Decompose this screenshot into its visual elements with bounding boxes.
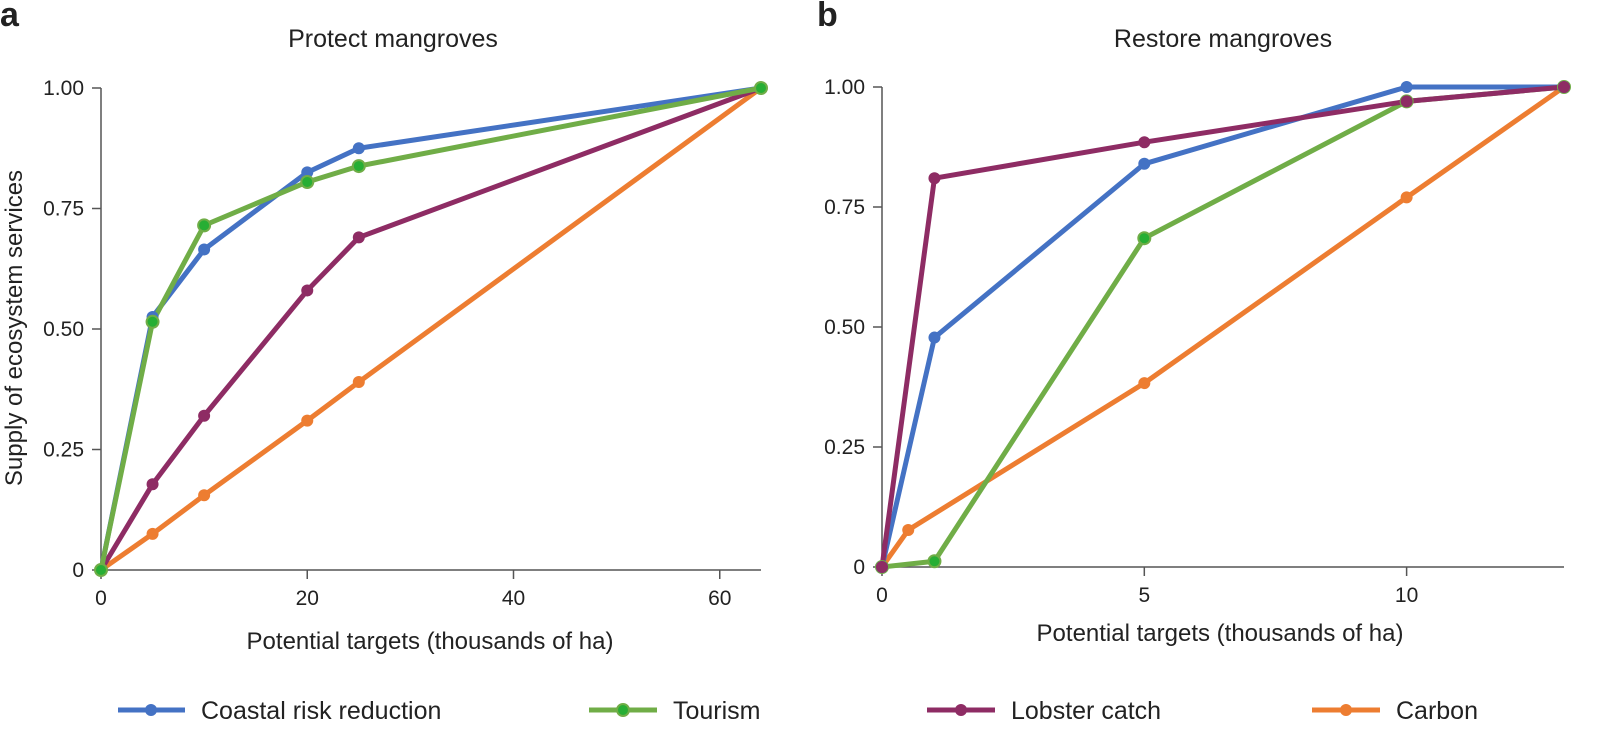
- panel-a-point-carbon: [146, 527, 159, 540]
- y-axis-label: Supply of ecosystem services: [1, 170, 28, 486]
- legend-item-tourism: Tourism: [589, 697, 761, 725]
- panel-a-point-lobster: [146, 478, 159, 491]
- legend-item-carbon: Carbon: [1312, 697, 1478, 725]
- panel-a-x-tick-label: 40: [502, 587, 525, 610]
- panel-a-y-tick-label: 0.50: [43, 318, 84, 341]
- panel-b-point-carbon: [1400, 191, 1413, 204]
- panel-a-y-tick-label: 0.75: [43, 198, 84, 221]
- legend-label-lobster: Lobster catch: [1011, 697, 1161, 725]
- panel-a-plot-area: 0 0.25 0.50 0.75 1.00 0 20 40 60: [43, 77, 768, 610]
- panel-a-point-coastal: [198, 243, 211, 256]
- panel-a-x-tick-label: 20: [296, 587, 319, 610]
- panel-a-y-tick-label: 1.00: [43, 77, 84, 100]
- panel-b-point-coastal: [928, 331, 941, 344]
- legend: Coastal risk reduction Tourism Lobster c…: [118, 697, 1478, 725]
- panel-b-x-tick-label: 0: [876, 584, 888, 607]
- panel-a-point-tourism: [94, 563, 108, 577]
- panel-a-point-lobster: [352, 231, 365, 244]
- panel-b-point-carbon: [902, 524, 915, 537]
- panel-b-point-lobster: [928, 172, 941, 185]
- panel-b-series-line-carbon: [879, 84, 1567, 570]
- panel-b-point-lobster: [1558, 81, 1570, 93]
- panel-a-point-coastal: [301, 166, 314, 179]
- panel-a-point-carbon: [352, 376, 365, 389]
- panel-b-y-tick-label: 1.00: [824, 76, 865, 99]
- panel-b-point-lobster: [876, 561, 888, 573]
- legend-marker-coastal: [145, 704, 157, 716]
- panel-b-point-lobster: [1138, 136, 1151, 149]
- panel-b-point-coastal: [1400, 81, 1413, 93]
- legend-item-lobster: Lobster catch: [927, 697, 1161, 725]
- panel-a-point-tourism: [351, 159, 366, 174]
- panel-b-y-tick-label: 0.50: [824, 316, 865, 339]
- panel-a-series-line-lobster: [98, 85, 764, 573]
- panel-a-y-tick-label: 0: [72, 559, 84, 582]
- panel-a-point-tourism: [300, 174, 315, 189]
- legend-marker-lobster: [955, 704, 967, 716]
- panel-a-point-coastal: [352, 142, 365, 155]
- legend-label-carbon: Carbon: [1396, 697, 1478, 725]
- panel-b-plot-area: 0 0.25 0.50 0.75 1.00 0 5 10: [824, 76, 1571, 607]
- panel-b-point-coastal: [1138, 157, 1151, 170]
- panel-a-x-tick-label: 60: [708, 587, 731, 610]
- panel-a-point-carbon: [301, 414, 314, 427]
- legend-label-coastal: Coastal risk reduction: [201, 697, 441, 725]
- panel-b-x-axis-label: Potential targets (thousands of ha): [1037, 620, 1404, 647]
- panel-a-x-tick-label: 0: [95, 587, 107, 610]
- panel-a-point-carbon: [198, 489, 211, 502]
- legend-marker-carbon: [1340, 704, 1352, 716]
- panel-a: a Protect mangroves Supply of ecosystem …: [0, 0, 768, 655]
- panel-a-x-axis-label: Potential targets (thousands of ha): [247, 628, 614, 655]
- panel-a-series-line-carbon: [98, 85, 764, 573]
- panel-b-point-carbon: [1138, 377, 1151, 390]
- panel-b-point-lobster: [1400, 95, 1413, 108]
- panel-a-point-tourism: [197, 218, 212, 233]
- panel-b-y-tick-label: 0: [853, 556, 865, 579]
- legend-item-coastal: Coastal risk reduction: [118, 697, 441, 725]
- panel-b-letter: b: [817, 0, 838, 34]
- panel-a-letter: a: [0, 0, 20, 34]
- panel-a-point-tourism: [754, 81, 768, 95]
- panel-b-point-tourism: [927, 554, 942, 569]
- panel-b: b Restore mangroves Potential targets (t…: [817, 0, 1571, 647]
- panel-a-point-lobster: [301, 284, 314, 297]
- panel-b-y-tick-label: 0.75: [824, 196, 865, 219]
- panel-b-x-tick-label: 5: [1138, 584, 1150, 607]
- panel-b-x-tick-label: 10: [1395, 584, 1418, 607]
- panel-b-point-tourism: [1137, 231, 1152, 246]
- legend-label-tourism: Tourism: [673, 697, 761, 725]
- panel-a-point-tourism: [145, 314, 160, 329]
- legend-marker-tourism: [616, 703, 630, 717]
- panel-a-y-tick-label: 0.25: [43, 439, 84, 462]
- panel-a-series-line-tourism: [98, 85, 764, 573]
- panel-b-title: Restore mangroves: [1114, 25, 1332, 53]
- panel-a-title: Protect mangroves: [288, 25, 498, 53]
- panel-a-point-lobster: [198, 409, 211, 422]
- panel-b-y-tick-label: 0.25: [824, 436, 865, 459]
